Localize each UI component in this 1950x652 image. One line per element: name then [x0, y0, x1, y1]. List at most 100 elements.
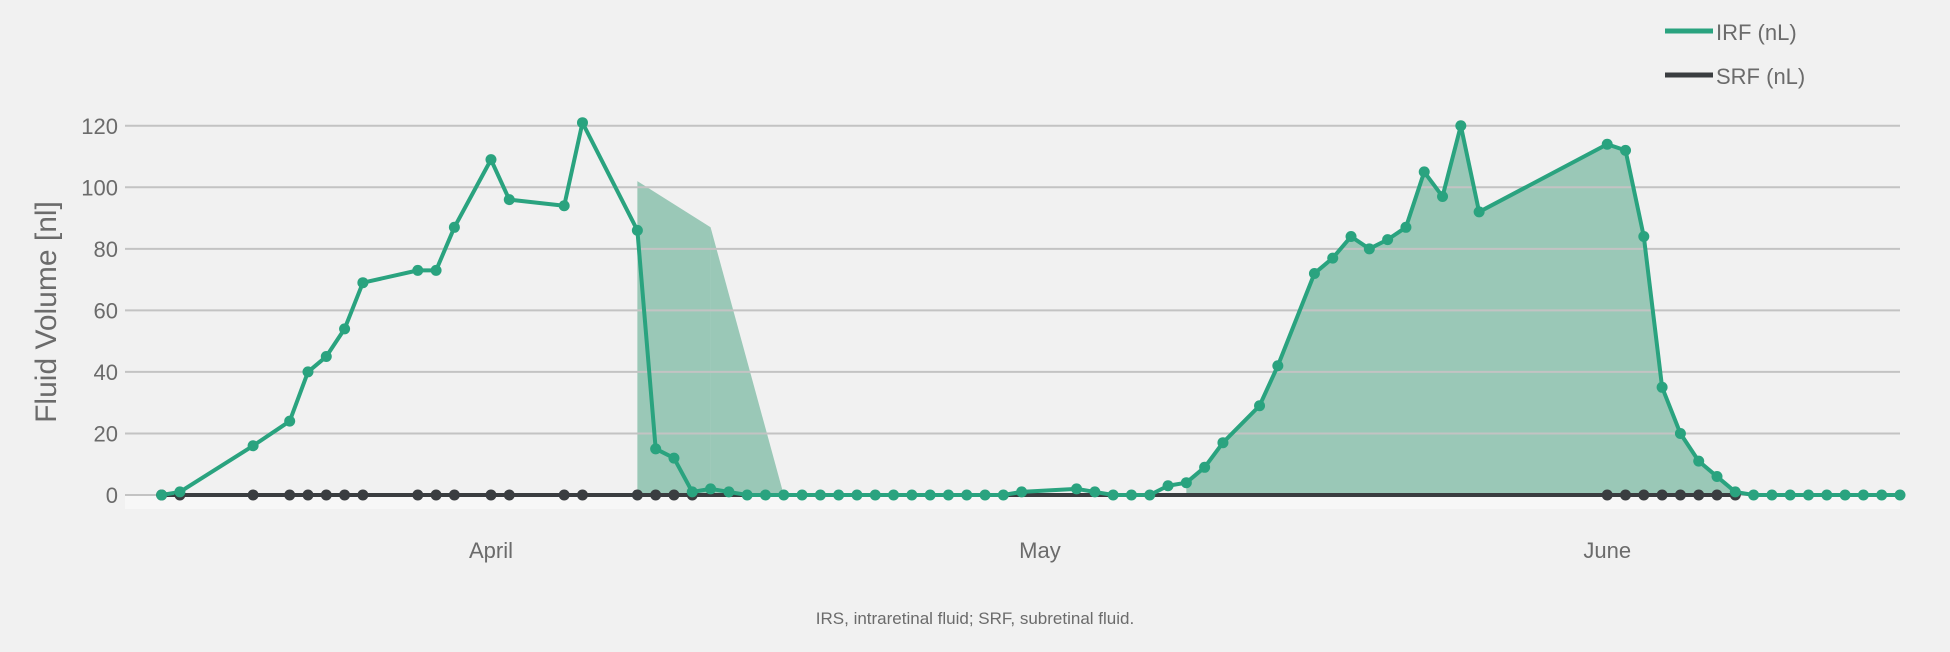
data-point-irf — [705, 483, 717, 495]
data-point-srf — [485, 489, 497, 501]
data-point-irf — [448, 221, 460, 233]
data-point-irf — [576, 117, 588, 129]
data-point-irf — [650, 443, 662, 455]
shaded-area — [637, 181, 711, 495]
data-point-irf — [851, 489, 863, 501]
data-point-irf — [430, 264, 442, 276]
data-point-srf — [284, 489, 296, 501]
data-point-irf — [741, 489, 753, 501]
y-tick-label: 120 — [81, 114, 118, 139]
data-point-irf — [631, 224, 643, 236]
data-point-irf — [1180, 477, 1192, 489]
data-point-srf — [320, 489, 332, 501]
data-point-irf — [796, 489, 808, 501]
x-tick-labels: April May June — [469, 538, 1631, 563]
data-point-irf — [1857, 489, 1869, 501]
data-point-irf — [1784, 489, 1796, 501]
data-point-srf — [247, 489, 259, 501]
data-point-irf — [1272, 360, 1284, 372]
legend-label-irf: IRF (nL) — [1716, 20, 1797, 45]
data-point-irf — [1620, 144, 1632, 156]
data-point-irf — [1418, 166, 1430, 178]
legend-label-srf: SRF (nL) — [1716, 64, 1805, 89]
data-point-irf — [174, 486, 186, 498]
data-point-srf — [448, 489, 460, 501]
data-point-irf — [1638, 231, 1650, 243]
data-point-irf — [1363, 243, 1375, 255]
y-tick-label: 20 — [94, 421, 118, 446]
chart-caption: IRS, intraretinal fluid; SRF, subretinal… — [816, 609, 1134, 628]
series-points — [156, 117, 1906, 501]
data-point-irf — [1107, 489, 1119, 501]
data-point-irf — [1199, 461, 1211, 473]
data-point-srf — [650, 489, 662, 501]
data-point-srf — [1638, 489, 1650, 501]
data-point-irf — [558, 200, 570, 212]
data-point-irf — [906, 489, 918, 501]
data-point-srf — [558, 489, 570, 501]
data-point-irf — [156, 489, 168, 501]
data-point-irf — [1089, 486, 1101, 498]
shaded-area — [710, 227, 784, 496]
x-tick-label: June — [1583, 538, 1631, 563]
data-point-irf — [686, 486, 698, 498]
data-point-irf — [1162, 480, 1174, 492]
data-point-irf — [503, 194, 515, 206]
data-point-irf — [888, 489, 900, 501]
data-point-irf — [1839, 489, 1851, 501]
data-point-irf — [1016, 486, 1028, 498]
data-point-irf — [302, 366, 314, 378]
data-point-irf — [339, 323, 351, 335]
data-point-irf — [1711, 471, 1723, 483]
data-point-irf — [869, 489, 881, 501]
data-point-irf — [1876, 489, 1888, 501]
data-point-irf — [961, 489, 973, 501]
data-point-irf — [1382, 234, 1394, 246]
data-point-srf — [302, 489, 314, 501]
data-point-irf — [942, 489, 954, 501]
data-point-irf — [485, 154, 497, 166]
y-tick-label: 0 — [106, 483, 118, 508]
x-tick-label: May — [1019, 538, 1061, 563]
data-point-irf — [1144, 489, 1156, 501]
data-point-irf — [1894, 489, 1906, 501]
data-point-irf — [1674, 427, 1686, 439]
data-point-irf — [833, 489, 845, 501]
data-point-irf — [1327, 252, 1339, 264]
data-point-irf — [668, 452, 680, 464]
data-point-irf — [997, 489, 1009, 501]
y-tick-label: 60 — [94, 298, 118, 323]
legend: IRF (nL) SRF (nL) — [1665, 20, 1805, 89]
data-point-irf — [1821, 489, 1833, 501]
data-point-srf — [631, 489, 643, 501]
data-point-irf — [1766, 489, 1778, 501]
x-tick-label: April — [469, 538, 513, 563]
data-point-irf — [1217, 437, 1229, 449]
y-tick-labels: 0 20 40 60 80 100 120 — [81, 114, 118, 508]
data-point-srf — [668, 489, 680, 501]
data-point-irf — [1693, 455, 1705, 467]
y-axis-title: Fluid Volume [nl] — [30, 201, 63, 423]
data-point-irf — [1345, 231, 1357, 243]
data-point-srf — [1601, 489, 1613, 501]
y-tick-label: 80 — [94, 237, 118, 262]
data-point-srf — [503, 489, 515, 501]
y-tick-label: 40 — [94, 360, 118, 385]
data-point-irf — [1437, 191, 1449, 203]
data-point-irf — [1125, 489, 1137, 501]
data-point-srf — [1711, 489, 1723, 501]
data-point-irf — [1308, 267, 1320, 279]
data-point-irf — [778, 489, 790, 501]
data-point-srf — [1656, 489, 1668, 501]
data-point-irf — [357, 277, 369, 289]
data-point-srf — [412, 489, 424, 501]
data-point-irf — [1601, 138, 1613, 150]
data-point-srf — [576, 489, 588, 501]
y-tick-label: 100 — [81, 175, 118, 200]
data-point-irf — [979, 489, 991, 501]
data-point-srf — [357, 489, 369, 501]
data-point-irf — [1656, 381, 1668, 393]
data-point-irf — [1729, 486, 1741, 498]
data-point-srf — [1674, 489, 1686, 501]
